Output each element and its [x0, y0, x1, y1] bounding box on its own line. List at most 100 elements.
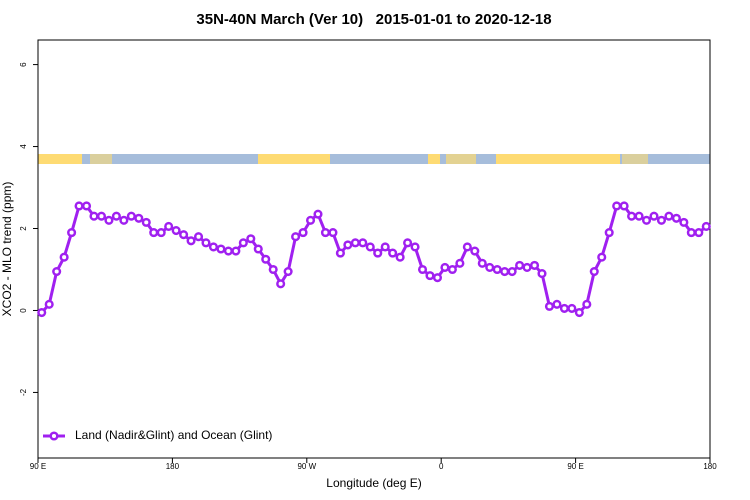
point — [537, 269, 547, 279]
point — [328, 228, 338, 238]
point — [37, 307, 47, 318]
chart-title: 35N-40N March (Ver 10) 2015-01-01 to 202… — [196, 11, 551, 28]
y-tick-label: -2 — [19, 388, 28, 396]
point — [96, 211, 107, 221]
point — [447, 264, 457, 275]
x-tick-label: 90 W — [297, 462, 316, 471]
point — [141, 217, 151, 227]
point — [694, 228, 704, 238]
land-strip — [428, 154, 440, 164]
point — [403, 238, 413, 248]
point — [74, 201, 84, 211]
legend-marker — [49, 431, 59, 441]
point — [343, 240, 353, 250]
point — [59, 252, 69, 262]
point — [477, 258, 487, 268]
point — [515, 260, 525, 270]
land-strip — [622, 154, 648, 164]
point — [335, 248, 345, 258]
point — [81, 201, 92, 211]
point — [104, 215, 114, 225]
point — [559, 303, 569, 313]
point — [671, 213, 681, 223]
point — [529, 260, 540, 270]
point — [582, 299, 592, 309]
point — [111, 211, 121, 221]
point — [246, 234, 256, 244]
y-tick-label: 0 — [19, 308, 28, 313]
point — [164, 221, 174, 232]
y-tick-label: 6 — [19, 62, 28, 67]
point — [440, 262, 450, 272]
point — [485, 262, 495, 272]
point — [373, 248, 383, 258]
point — [298, 228, 308, 238]
point — [686, 228, 696, 238]
point — [462, 242, 472, 252]
point — [395, 252, 405, 262]
x-tick-label: 180 — [703, 462, 717, 471]
point — [320, 228, 331, 238]
point — [283, 266, 293, 277]
point — [455, 258, 465, 268]
point — [574, 307, 584, 318]
point — [305, 215, 316, 225]
point — [664, 211, 674, 221]
point — [567, 303, 577, 313]
point — [67, 228, 77, 238]
point — [552, 299, 562, 309]
point — [268, 264, 278, 275]
point — [171, 226, 181, 236]
point — [261, 254, 271, 264]
land-strip — [496, 154, 620, 164]
point — [410, 242, 420, 252]
point — [253, 244, 263, 254]
point — [612, 201, 622, 211]
point — [186, 236, 196, 246]
point — [656, 215, 667, 225]
point — [44, 299, 54, 309]
point — [291, 232, 301, 242]
point — [238, 238, 248, 248]
x-tick-label: 90 E — [567, 462, 583, 471]
point — [432, 273, 443, 283]
point — [126, 211, 136, 221]
point — [589, 266, 599, 277]
point — [179, 230, 189, 240]
plot-frame — [37, 39, 711, 459]
point — [470, 246, 480, 256]
point — [597, 252, 607, 262]
y-axis-label: XCO2 - MLO trend (ppm) — [0, 182, 14, 317]
land-strip — [90, 154, 112, 164]
point — [208, 242, 219, 252]
point — [358, 238, 368, 248]
point — [156, 228, 166, 238]
point — [417, 264, 428, 275]
x-tick-label: 180 — [166, 462, 180, 471]
point — [425, 271, 435, 281]
point — [604, 228, 614, 238]
point — [365, 242, 375, 252]
point — [193, 232, 204, 242]
point — [201, 238, 211, 248]
point — [380, 242, 390, 252]
point — [679, 217, 689, 227]
land-ocean-strip — [38, 154, 710, 164]
point — [701, 221, 711, 232]
land-strip — [38, 154, 82, 164]
point — [649, 211, 659, 221]
point — [223, 246, 233, 256]
legend-label: Land (Nadir&Glint) and Ocean (Glint) — [75, 428, 272, 442]
y-tick-label: 4 — [19, 144, 28, 149]
point — [276, 279, 286, 289]
point — [134, 213, 144, 223]
point — [149, 228, 159, 238]
point — [627, 211, 637, 221]
x-axis-label: Longitude (deg E) — [326, 476, 421, 490]
point — [522, 262, 532, 272]
point — [500, 266, 510, 277]
point — [641, 215, 652, 225]
point — [89, 211, 99, 221]
x-tick-label: 0 — [439, 462, 444, 471]
